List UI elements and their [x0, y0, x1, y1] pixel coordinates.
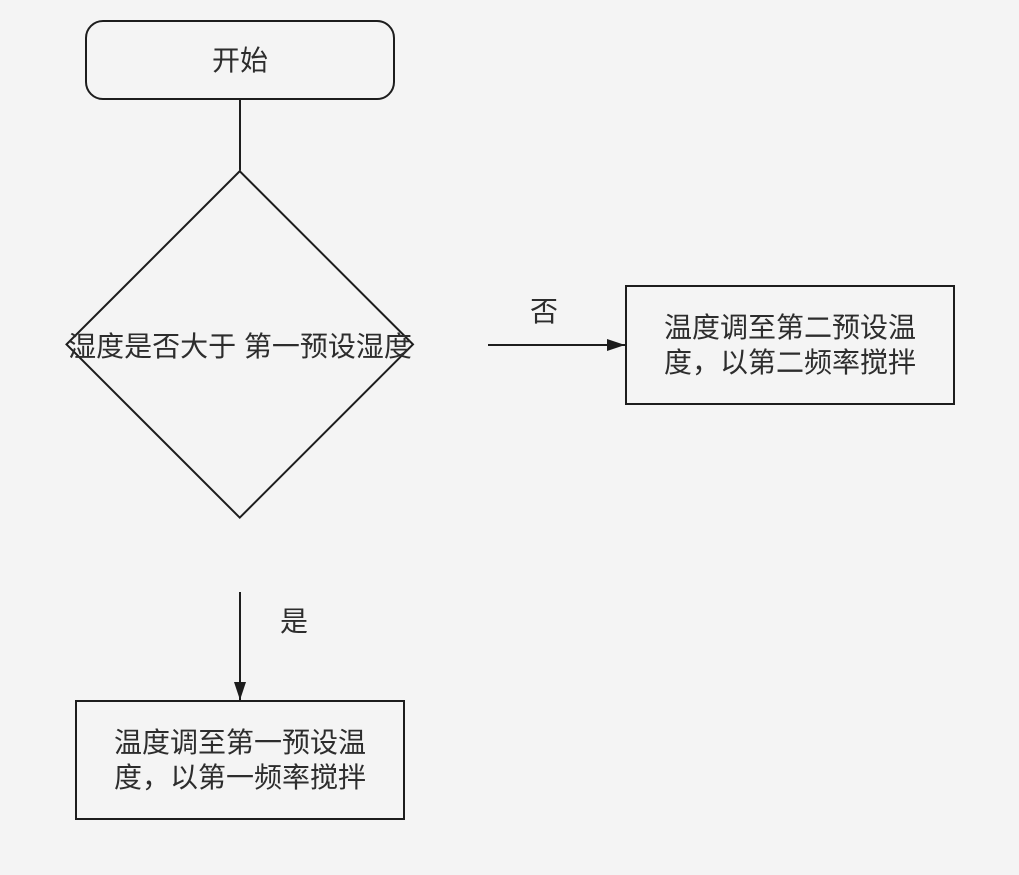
process-yes-label: 温度调至第一预设温 度，以第一频率搅拌	[114, 725, 366, 795]
process-no-label: 温度调至第二预设温 度，以第二频率搅拌	[664, 310, 916, 380]
decision-node: 湿度是否大于 第一预设湿度	[65, 170, 415, 520]
decision-label-wrap: 湿度是否大于 第一预设湿度	[65, 170, 415, 520]
start-node: 开始	[85, 20, 395, 100]
start-node-label: 开始	[212, 43, 268, 78]
edge-label-no: 否	[530, 290, 558, 330]
process-no-node: 温度调至第二预设温 度，以第二频率搅拌	[625, 285, 955, 405]
edge-label-yes: 是	[280, 600, 308, 640]
process-yes-node: 温度调至第一预设温 度，以第一频率搅拌	[75, 700, 405, 820]
decision-node-label: 湿度是否大于 第一预设湿度	[68, 325, 412, 365]
